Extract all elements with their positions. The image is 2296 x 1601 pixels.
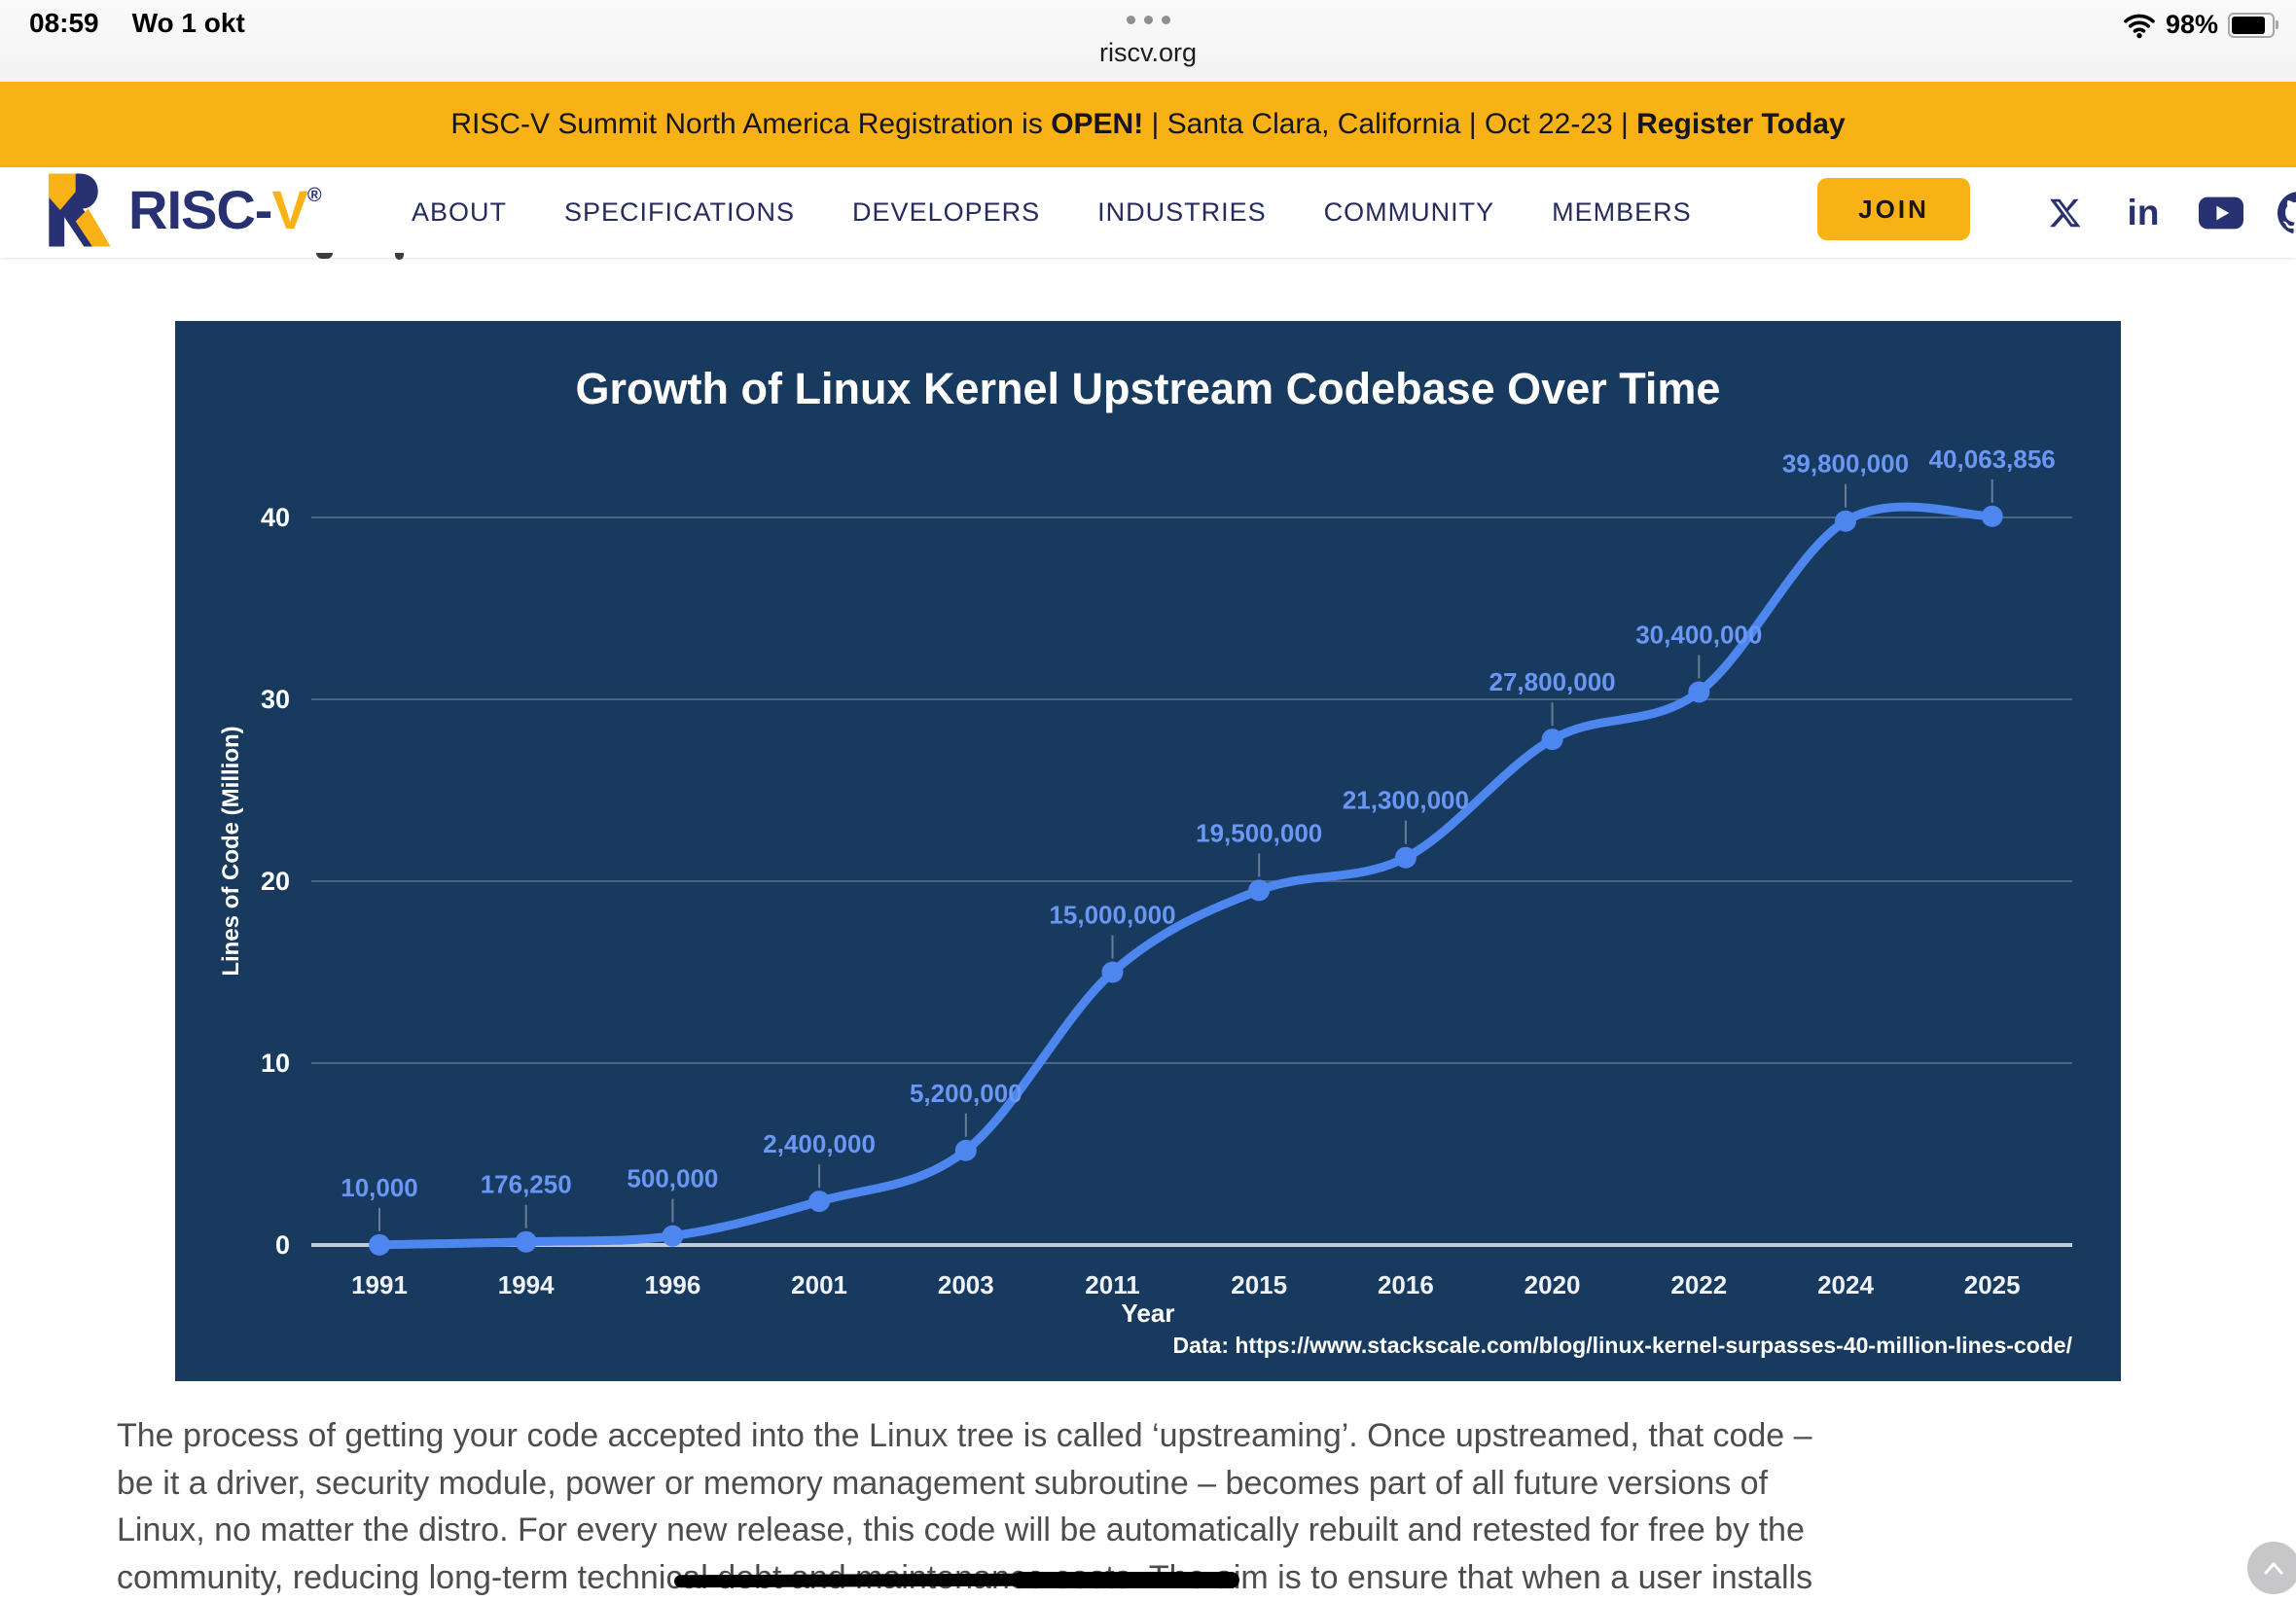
data-label: 40,063,856 [1929, 445, 2056, 474]
marker-strikethrough: al debt and maintenance costs. The a [682, 1559, 1233, 1596]
chevron-up-icon [2260, 1559, 2287, 1577]
chart-dot [1688, 682, 1709, 703]
chart-dot [1982, 506, 2003, 527]
nav-item-members[interactable]: MEMBERS [1552, 197, 1692, 228]
chart-dot [516, 1231, 537, 1253]
nav-item-specifications[interactable]: SPECIFICATIONS [564, 197, 795, 228]
nav-item-industries[interactable]: INDUSTRIES [1097, 197, 1267, 228]
chart-dot [1248, 879, 1270, 901]
chart-plot-area: 0 10 20 30 40 1991 1994 1996 2001 2003 2011 2015 201… [175, 321, 2121, 1381]
tab-overview-dots-icon[interactable] [0, 16, 2296, 24]
chart-dot [1102, 962, 1124, 983]
paragraph-line: be it a driver, security module, power o… [117, 1460, 2277, 1508]
social-links: in [2043, 167, 2296, 258]
x-tick-label: 2025 [1964, 1270, 2021, 1299]
main-navbar: RISC-V® ABOUT SPECIFICATIONS DEVELOPERS … [0, 167, 2296, 258]
y-tick-label: 0 [275, 1230, 290, 1260]
status-bar: 08:59 Wo 1 okt riscv.org 98% [0, 0, 2296, 82]
x-tick-label: 2015 [1231, 1270, 1287, 1299]
chart-dot [662, 1226, 683, 1247]
wifi-icon [2123, 12, 2156, 39]
data-label: 21,300,000 [1343, 786, 1469, 815]
nav-item-about[interactable]: ABOUT [412, 197, 507, 228]
data-label: 30,400,000 [1635, 621, 1762, 650]
data-label: 15,000,000 [1049, 901, 1175, 930]
x-tick-label: 2011 [1085, 1270, 1139, 1299]
x-tick-label: 1994 [498, 1270, 555, 1299]
data-label: 39,800,000 [1782, 449, 1909, 479]
x-tick-label: 1996 [644, 1270, 700, 1299]
x-twitter-icon[interactable] [2043, 191, 2088, 235]
data-label: 10,000 [341, 1173, 418, 1202]
chart-dot [1542, 729, 1563, 750]
data-label: 5,200,000 [910, 1079, 1022, 1108]
riscv-wordmark: RISC-V® [128, 183, 321, 237]
scroll-to-top-button[interactable] [2247, 1542, 2296, 1594]
battery-percent: 98% [2166, 10, 2218, 40]
data-label: 2,400,000 [763, 1129, 876, 1158]
data-label: 176,250 [481, 1170, 572, 1199]
cutoff-text-descender [395, 253, 404, 260]
nav-item-developers[interactable]: DEVELOPERS [852, 197, 1040, 228]
x-tick-label: 2022 [1670, 1270, 1727, 1299]
chart-line [379, 507, 1992, 1245]
cutoff-text-descender [316, 253, 333, 259]
battery-icon [2228, 13, 2275, 38]
data-label: 19,500,000 [1196, 818, 1322, 847]
paragraph-line: Linux, no matter the distro. For every n… [117, 1507, 2277, 1554]
summit-announcement-banner[interactable]: RISC-V Summit North America Registration… [0, 82, 2296, 167]
paragraph-line: The process of getting your code accepte… [117, 1412, 2277, 1460]
youtube-icon[interactable] [2199, 191, 2243, 235]
chart-dot [369, 1234, 390, 1256]
y-tick-label: 20 [261, 867, 290, 896]
y-tick-label: 10 [261, 1049, 290, 1078]
x-tick-label: 2003 [938, 1270, 994, 1299]
address-bar[interactable]: riscv.org [0, 38, 2296, 68]
banner-middle-text: | Santa Clara, California | Oct 22-23 | [1143, 108, 1636, 141]
banner-register-link[interactable]: Register Today [1636, 108, 1846, 141]
chart-dot [808, 1191, 830, 1212]
x-tick-label: 2024 [1817, 1270, 1874, 1299]
data-label: 500,000 [627, 1164, 718, 1193]
chart-dot [955, 1140, 977, 1161]
x-tick-label: 1991 [351, 1270, 408, 1299]
y-tick-label: 30 [261, 685, 290, 714]
chart-dot [1835, 511, 1856, 532]
x-tick-label: 2016 [1378, 1270, 1434, 1299]
github-icon[interactable] [2277, 191, 2296, 235]
article-paragraph: The process of getting your code accepte… [117, 1412, 2277, 1601]
paragraph-line: community, reducing long-term technical … [117, 1554, 2277, 1601]
x-axis-title: Year [175, 1299, 2121, 1329]
nav-item-community[interactable]: COMMUNITY [1324, 197, 1494, 228]
y-tick-label: 40 [261, 503, 290, 532]
chart-data-source: Data: https://www.stackscale.com/blog/li… [1172, 1333, 2072, 1359]
data-label: 27,800,000 [1489, 667, 1616, 696]
banner-text: RISC-V Summit North America Registration… [450, 108, 1051, 141]
linkedin-icon[interactable]: in [2121, 191, 2166, 235]
riscv-logo[interactable]: RISC-V® [45, 173, 321, 247]
linux-kernel-growth-chart: Growth of Linux Kernel Upstream Codebase… [175, 321, 2121, 1381]
banner-open-text: OPEN! [1051, 108, 1143, 141]
chart-dot [1395, 847, 1417, 869]
y-axis-title: Lines of Code (Million) [218, 726, 245, 976]
status-right: 98% [2123, 10, 2275, 40]
x-tick-label: 2020 [1525, 1270, 1581, 1299]
x-tick-label: 2001 [791, 1270, 847, 1299]
nav-menu: ABOUT SPECIFICATIONS DEVELOPERS INDUSTRI… [412, 167, 1692, 258]
join-button[interactable]: JOIN [1817, 178, 1970, 240]
riscv-logo-mark-icon [45, 173, 115, 247]
